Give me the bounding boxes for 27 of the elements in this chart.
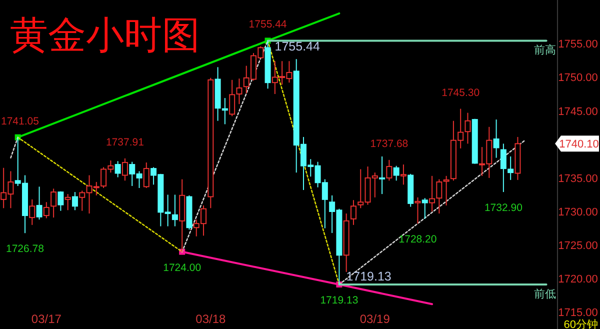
y-tick-label: 1745.00	[558, 106, 598, 118]
annotation: 1726.78	[6, 243, 44, 256]
annotation: 1741.05	[1, 115, 40, 128]
y-tick-label: 1725.00	[558, 240, 598, 252]
annotation: 1719.13	[346, 269, 392, 284]
annotation: 1755.44	[248, 18, 287, 31]
annotation: 1745.30	[442, 86, 480, 99]
annotation: 1724.00	[163, 262, 202, 274]
chart-title: 黄金小时图	[10, 15, 200, 57]
y-tick-label: 1755.00	[558, 38, 598, 51]
y-tick-label: 1735.00	[558, 172, 598, 185]
annotation: 1755.44	[274, 40, 320, 54]
annotation: 1719.13	[320, 294, 358, 306]
annotation: 前高	[534, 44, 556, 57]
annotation: 1737.91	[106, 136, 144, 148]
x-tick-label: 03/17	[31, 312, 62, 326]
y-tick-label: 1720.00	[558, 274, 598, 286]
y-tick-label: 1730.00	[558, 206, 598, 218]
x-tick-label: 03/19	[360, 312, 390, 326]
x-tick-label: 03/18	[196, 312, 226, 326]
y-tick-label: 1750.00	[558, 72, 598, 84]
annotation: 1728.20	[398, 234, 437, 246]
annotation: 1737.68	[370, 138, 408, 150]
annotation: 前低	[534, 288, 556, 300]
text: 1740.10	[559, 138, 599, 151]
annotation: 1732.90	[484, 202, 523, 214]
y-tick-label: 1715.00	[558, 307, 598, 320]
